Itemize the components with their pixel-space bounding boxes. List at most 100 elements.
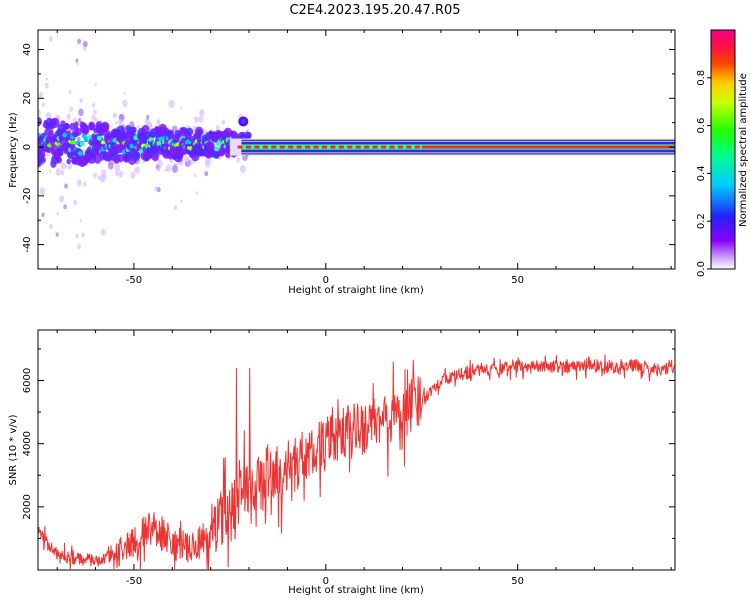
heatmap-speckle	[146, 115, 150, 120]
heatmap-speckle	[41, 212, 45, 218]
colorbar-ticks: 0.0 0.2 0.4 0.6 0.8	[696, 70, 711, 277]
colorbar: 0.0 0.2 0.4 0.6 0.8 Normalized spectral ampl…	[696, 29, 749, 277]
heatmap-speckle	[38, 92, 44, 98]
heatmap-cell	[51, 117, 60, 128]
heatmap-speckle	[81, 232, 85, 238]
heatmap-cell	[62, 132, 68, 138]
heatmap-cell	[79, 141, 85, 147]
heatmap-cell	[240, 118, 246, 124]
heatmap-speckle	[68, 90, 72, 95]
heatmap-speckle	[115, 121, 118, 125]
y-tick-label: 4000	[22, 431, 33, 456]
heatmap-cell	[196, 129, 202, 135]
colorbar-tick-label: 0.0	[696, 261, 707, 277]
heatmap-cell	[135, 152, 141, 158]
heatmap-cell	[38, 116, 42, 127]
carrier-peak	[347, 145, 353, 149]
heatmap-speckle	[69, 106, 74, 113]
carrier-peak	[381, 145, 387, 149]
heatmap-speckle	[76, 179, 82, 187]
heatmap-cell	[77, 150, 83, 156]
heatmap-speckle	[239, 164, 246, 174]
snr-y-ticks: 2000 4000 6000	[22, 348, 675, 539]
heatmap-speckle	[168, 99, 175, 109]
spectrogram-y-label: Frequency (Hz)	[8, 112, 19, 188]
y-tick-label: 6000	[22, 368, 33, 393]
heatmap-speckle	[195, 191, 199, 195]
heatmap-speckle	[156, 167, 161, 172]
heatmap-speckle	[82, 40, 88, 48]
heatmap-speckle	[63, 204, 67, 210]
heatmap-speckle	[48, 36, 53, 42]
x-tick-label: -50	[126, 576, 142, 587]
carrier-peak	[397, 145, 403, 149]
heatmap-speckle	[173, 205, 178, 210]
heatmap-speckle	[114, 164, 121, 172]
heatmap-cell	[186, 127, 194, 137]
heatmap-speckle	[94, 83, 97, 87]
heatmap-speckle	[141, 160, 144, 164]
heatmap-speckle	[66, 113, 71, 120]
heatmap-speckle	[55, 168, 61, 176]
spectrogram-panel: -50 0 50 -40 -20 0 20 40 Height of straight li…	[8, 29, 676, 296]
heatmap-speckle	[64, 183, 68, 189]
y-tick-label: -20	[22, 188, 33, 204]
heatmap-speckle	[157, 158, 161, 163]
spectrogram-y-ticks: -40 -20 0 20 40	[22, 43, 675, 270]
heatmap-cell	[38, 149, 46, 159]
heatmap-speckle	[41, 102, 46, 107]
heatmap-cell	[82, 124, 90, 134]
heatmap-cell	[74, 128, 82, 136]
heatmap-cell	[66, 158, 71, 165]
carrier-peak	[262, 145, 268, 149]
heatmap-speckle	[193, 116, 199, 123]
carrier-peak	[245, 145, 251, 149]
carrier-peak	[296, 145, 302, 149]
y-tick-label: 40	[22, 43, 33, 56]
heatmap-cell	[246, 131, 252, 139]
heatmap-speckle	[77, 117, 82, 123]
heatmap-speckle	[67, 163, 73, 170]
heatmap-speckle	[180, 107, 183, 110]
snr-frame	[37, 329, 676, 571]
snr-x-label: Height of straight line (km)	[288, 585, 424, 596]
heatmap-speckle	[45, 77, 49, 81]
heatmap-speckle	[221, 119, 226, 125]
snr-x-ticks: -50 0 50	[56, 330, 672, 587]
heatmap-speckle	[199, 111, 202, 115]
heatmap-speckle	[93, 109, 97, 115]
heatmap-speckle	[44, 82, 49, 89]
carrier-peak	[305, 145, 311, 149]
heatmap-speckle	[169, 158, 174, 164]
x-tick-label: 0	[323, 275, 329, 286]
spectrogram-heatmap	[38, 36, 675, 250]
carrier-peak	[389, 145, 395, 149]
carrier-peak	[355, 145, 361, 149]
heatmap-speckle	[55, 232, 59, 237]
colorbar-gradient	[710, 29, 736, 270]
heatmap-speckle	[118, 118, 123, 126]
heatmap-cell	[83, 136, 89, 142]
heatmap-cell	[70, 140, 76, 145]
heatmap-speckle	[180, 199, 183, 203]
heatmap-speckle	[156, 119, 161, 124]
heatmap-speckle	[148, 122, 152, 128]
heatmap-speckle	[198, 115, 204, 123]
heatmap-cell	[66, 130, 72, 136]
heatmap-speckle	[156, 186, 161, 193]
carrier-peak	[406, 145, 412, 149]
heatmap-cell	[212, 149, 221, 159]
heatmap-cell	[58, 150, 64, 157]
carrier-peak	[372, 145, 378, 149]
x-tick-label: 0	[323, 576, 329, 587]
heatmap-speckle	[136, 124, 140, 129]
heatmap-speckle	[93, 172, 97, 179]
heatmap-speckle	[73, 199, 78, 206]
carrier-peak	[279, 145, 285, 149]
carrier-peak	[321, 145, 327, 149]
heatmap-speckle	[171, 164, 178, 174]
carrier-peak	[271, 145, 277, 149]
heatmap-cell	[213, 146, 219, 152]
colorbar-label: Normalized spectral amplitude	[738, 73, 749, 227]
